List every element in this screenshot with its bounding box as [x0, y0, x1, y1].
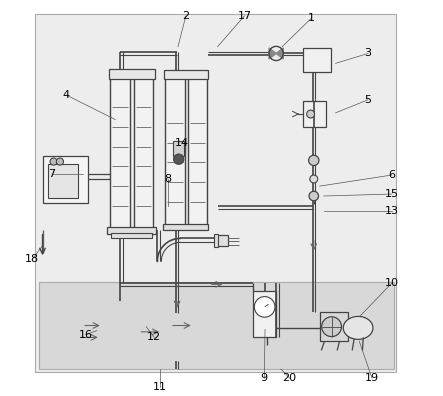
- Bar: [163, 224, 209, 230]
- Bar: [214, 234, 218, 247]
- Bar: [48, 164, 78, 198]
- Polygon shape: [276, 48, 283, 59]
- Bar: [110, 75, 130, 230]
- Bar: [320, 312, 348, 341]
- Text: 5: 5: [365, 95, 372, 105]
- Text: 4: 4: [63, 90, 70, 100]
- Circle shape: [309, 191, 319, 201]
- Text: 16: 16: [79, 329, 93, 340]
- Text: 6: 6: [388, 170, 395, 180]
- Circle shape: [50, 158, 57, 165]
- Bar: [188, 76, 207, 226]
- Text: 17: 17: [237, 11, 252, 21]
- Bar: [39, 282, 394, 369]
- Bar: [134, 75, 153, 230]
- Circle shape: [309, 155, 319, 166]
- Circle shape: [307, 110, 315, 118]
- Bar: [303, 48, 331, 72]
- Text: 3: 3: [365, 48, 372, 59]
- Text: 15: 15: [385, 189, 399, 199]
- Circle shape: [322, 317, 342, 337]
- Text: 18: 18: [25, 254, 39, 265]
- Text: 8: 8: [164, 174, 171, 184]
- Text: 11: 11: [153, 382, 167, 392]
- Bar: [111, 233, 152, 238]
- Bar: [43, 156, 88, 203]
- Text: 19: 19: [365, 373, 379, 383]
- Bar: [165, 76, 185, 226]
- Bar: [109, 69, 155, 79]
- Circle shape: [310, 175, 318, 183]
- Text: 13: 13: [385, 206, 399, 216]
- Bar: [173, 141, 184, 156]
- Circle shape: [56, 158, 63, 165]
- Bar: [164, 70, 208, 79]
- Text: 7: 7: [48, 169, 55, 179]
- Text: 9: 9: [260, 373, 268, 383]
- Text: 14: 14: [175, 138, 189, 148]
- Ellipse shape: [343, 316, 373, 339]
- Text: 10: 10: [385, 278, 399, 288]
- Text: 1: 1: [308, 13, 315, 23]
- Bar: [216, 235, 228, 246]
- Bar: [303, 101, 326, 127]
- Bar: [107, 227, 156, 234]
- Circle shape: [174, 154, 184, 164]
- Bar: [253, 291, 276, 337]
- Text: 12: 12: [147, 332, 161, 343]
- Circle shape: [254, 297, 275, 317]
- Text: 20: 20: [283, 373, 297, 383]
- Polygon shape: [269, 48, 276, 59]
- Text: 2: 2: [183, 11, 190, 21]
